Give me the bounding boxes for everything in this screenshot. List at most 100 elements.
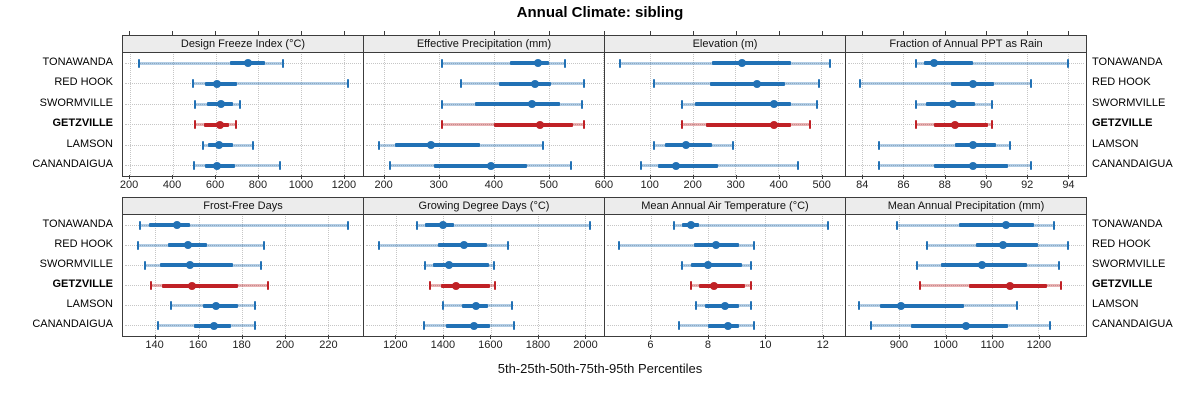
whisker-end-cap xyxy=(169,301,172,311)
whisker-end-cap xyxy=(194,99,197,109)
median-dot xyxy=(188,281,197,290)
axis-tick-label: 400 xyxy=(484,179,503,191)
panel-mean-annual-air-temperature-c: Mean Annual Air Temperature (°C) xyxy=(605,197,846,337)
gridline-horizontal xyxy=(125,83,361,85)
axis-tick-label: 10 xyxy=(759,339,772,351)
axis-tick-mark xyxy=(649,31,651,35)
axis-tick-mark xyxy=(490,335,492,339)
interquartile-bar-25-75 xyxy=(959,223,1034,228)
axis-tick-mark xyxy=(992,335,994,339)
median-dot xyxy=(530,79,539,88)
whisker-range-5-95 xyxy=(619,243,754,247)
whisker-end-cap xyxy=(918,281,921,291)
whisker-end-cap xyxy=(281,58,284,68)
axis-tick-mark xyxy=(692,175,694,179)
site-label-red-hook: RED HOOK xyxy=(1092,237,1151,250)
whisker-end-cap xyxy=(678,321,681,331)
whisker-end-cap xyxy=(143,260,146,270)
gridline-vertical xyxy=(898,216,900,335)
whisker-end-cap xyxy=(752,321,755,331)
median-dot xyxy=(712,241,721,250)
median-dot xyxy=(186,261,195,270)
median-dot xyxy=(950,120,959,129)
axis-tick-mark xyxy=(257,175,259,179)
whisker-range-5-95 xyxy=(138,61,283,65)
strip-label-mean-annual-air-temperature-c: Mean Annual Air Temperature (°C) xyxy=(605,198,845,215)
axis-tick-label: 400 xyxy=(769,179,788,191)
median-dot xyxy=(469,321,478,330)
whisker-end-cap xyxy=(809,120,812,130)
median-dot xyxy=(214,141,223,150)
whisker-end-cap xyxy=(139,220,142,230)
axis-tick-label: 200 xyxy=(275,339,295,351)
gridline-horizontal xyxy=(607,165,843,167)
site-label-tonawanda: TONAWANDA xyxy=(42,217,114,230)
strip-label-effective-precipitation-mm: Effective Precipitation (mm) xyxy=(364,36,604,53)
top-axis-design-freeze-index-c xyxy=(122,31,363,35)
median-dot xyxy=(211,301,220,310)
interquartile-bar-25-75 xyxy=(432,263,490,268)
whisker-end-cap xyxy=(817,79,820,89)
whisker-end-cap xyxy=(681,120,683,130)
axis-mean-annual-precipitation-mm: 900 1000 1100 1200 xyxy=(846,335,1087,353)
axis-tick-mark xyxy=(585,335,587,339)
whisker-end-cap xyxy=(416,220,419,230)
whisker-end-cap xyxy=(681,99,683,109)
axis-tick-mark xyxy=(1027,31,1029,35)
whisker-end-cap xyxy=(1029,161,1032,171)
gridline-horizontal xyxy=(125,165,361,167)
whisker-range-5-95 xyxy=(417,223,590,227)
median-dot xyxy=(723,321,732,330)
axis-tick-mark xyxy=(154,335,156,339)
axis-tick-mark xyxy=(898,335,900,339)
site-label-tonawanda: TONAWANDA xyxy=(1092,55,1163,68)
plot-area-frost-free-days xyxy=(123,215,363,336)
whisker-end-cap xyxy=(513,321,516,331)
gridline-vertical xyxy=(198,216,200,335)
whisker-end-cap xyxy=(262,240,265,250)
axis-tick-label: 800 xyxy=(248,179,268,191)
whisker-end-cap xyxy=(990,120,993,130)
panel-elevation-m: Elevation (m) xyxy=(605,35,846,177)
gridline-vertical xyxy=(822,216,824,335)
interquartile-bar-25-75 xyxy=(658,163,719,168)
whisker-end-cap xyxy=(618,58,621,68)
axis-tick-mark xyxy=(903,175,905,179)
axis-tick-label: 500 xyxy=(812,179,831,191)
panel-band-row-2: Frost-Free Days Growing Degree Days (°C) M… xyxy=(122,197,1087,337)
whisker-end-cap xyxy=(689,281,692,291)
axis-tick-mark xyxy=(1027,175,1029,179)
axis-tick-label: 100 xyxy=(640,179,659,191)
axis-tick-mark xyxy=(442,335,444,339)
axis-tick-label: 1100 xyxy=(980,339,1005,351)
whisker-end-cap xyxy=(440,58,443,68)
whisker-end-cap xyxy=(260,260,263,270)
axis-tick-label: 1200 xyxy=(331,179,357,191)
gridline-vertical xyxy=(1067,54,1069,175)
axis-tick-mark xyxy=(985,31,987,35)
axis-tick-mark xyxy=(493,175,495,179)
axis-effective-precipitation-mm: 200 300 400 500 600 xyxy=(363,175,613,193)
gridline-horizontal xyxy=(366,83,602,85)
whisker-range-5-95 xyxy=(193,82,349,86)
axis-tick-label: 160 xyxy=(188,339,208,351)
percentile-caption: 5th-25th-50th-75th-95th Percentiles xyxy=(497,361,703,376)
axis-tick-mark xyxy=(707,335,709,339)
median-dot xyxy=(999,241,1008,250)
axis-tick-mark xyxy=(438,175,440,179)
interquartile-bar-25-75 xyxy=(923,61,974,66)
median-dot xyxy=(243,59,252,68)
axis-tick-label: 86 xyxy=(897,179,910,191)
gridline-vertical xyxy=(707,216,709,335)
interquartile-bar-25-75 xyxy=(934,122,988,127)
axis-tick-label: 500 xyxy=(539,179,559,191)
axis-tick-mark xyxy=(944,31,946,35)
gridline-vertical xyxy=(1026,54,1028,175)
whisker-end-cap xyxy=(459,79,462,89)
chart-title: Annual Climate: sibling xyxy=(516,4,684,21)
whisker-end-cap xyxy=(347,79,350,89)
whisker-end-cap xyxy=(1067,240,1070,250)
panel-band-row-1: Design Freeze Index (°C) Effective Precip… xyxy=(122,35,1087,177)
gridline-vertical xyxy=(991,216,993,335)
